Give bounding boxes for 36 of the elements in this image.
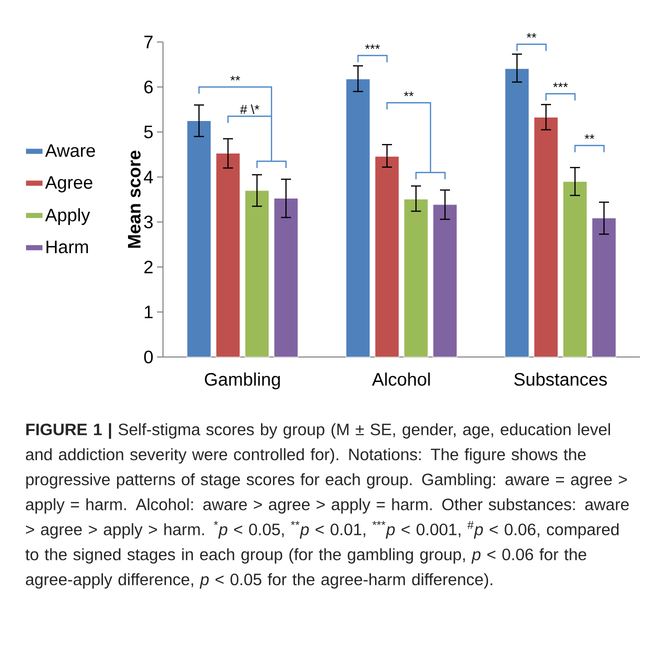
- bar: [374, 156, 400, 358]
- y-tick-label: 7: [144, 36, 153, 48]
- y-tick-label: 2: [144, 260, 153, 274]
- annotation: ***: [365, 44, 380, 49]
- y-tick-label: 1: [144, 306, 153, 318]
- bar: [346, 78, 370, 358]
- legend-label: Aware: [45, 144, 95, 157]
- bar: [274, 198, 298, 358]
- annotation: **: [404, 92, 414, 96]
- annotation: ***: [553, 82, 568, 88]
- text: FIGURE 1 | Self-stigma scores by group (M ± SE, gender, age, education level and addiction severity were controlled for). Notations: The figure shows the progressive patterns of stage scores for each group. Gambling: aware = agree > apply = harm. Alcohol: aware > agree > apply = harm. Other substances: aware > agree > apply > harm. $^{*}$p < 0.05, $^{**}$p < 0.01, $^{***}$p < 0.001, $^{#}$p < 0.06, compared to the signed stages in each group (for the gambling group, p < 0.06 for the agree-apply difference, p < 0.05 for the agree-harm difference).: [25, 423, 629, 589]
- x-tick-label: Substances: [514, 372, 607, 386]
- bar: [562, 181, 588, 358]
- y-tick-label: 0: [144, 350, 153, 364]
- x-tick-label: Gambling: [204, 372, 280, 390]
- bar: [534, 116, 558, 358]
- bar: [504, 68, 530, 358]
- annotation: # \*: [240, 104, 260, 114]
- text: **: [526, 33, 536, 38]
- y-axis-title: Mean score: [128, 150, 141, 248]
- bar: [216, 152, 240, 358]
- legend-label: Apply: [45, 208, 90, 225]
- y-tick-label: 3: [144, 216, 153, 228]
- y-tick-label: 6: [144, 80, 153, 94]
- annotation: **: [584, 134, 594, 139]
- bar: [186, 120, 212, 358]
- y-tick-label: 4: [144, 170, 153, 184]
- bar: [592, 218, 616, 358]
- x-tick-label: Alcohol: [372, 372, 430, 386]
- bar: [244, 190, 270, 358]
- legend-label: Agree: [45, 176, 92, 192]
- y-tick-label: 5: [144, 126, 153, 138]
- annotation: **: [230, 76, 240, 80]
- legend-label: Harm: [46, 240, 88, 254]
- bar: [404, 198, 428, 358]
- bar: [432, 204, 458, 358]
